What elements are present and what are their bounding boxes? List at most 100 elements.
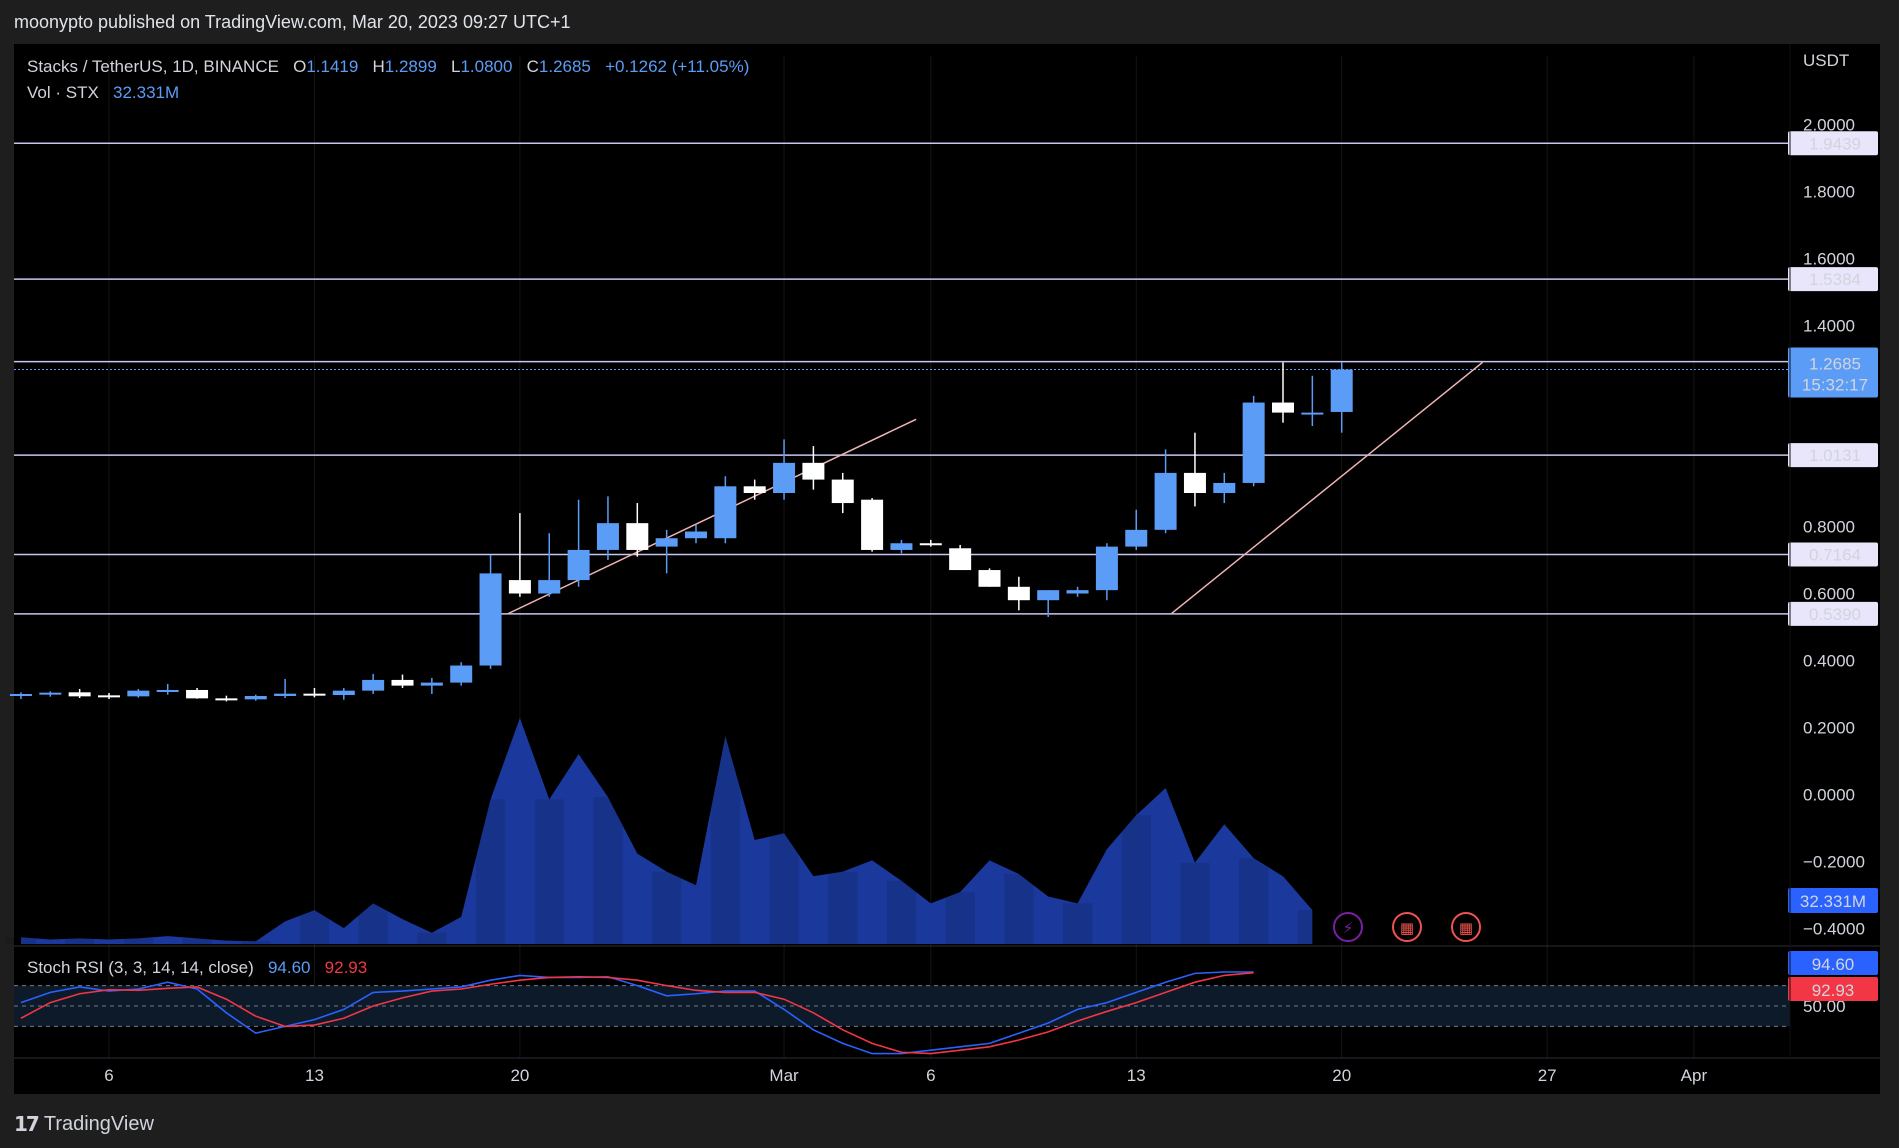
stoch-d-badge xyxy=(1788,977,1878,1001)
bearish-candle xyxy=(919,543,942,546)
volume-bar xyxy=(593,797,623,944)
level-badge xyxy=(1788,542,1878,567)
price-axis-tick: 0.4000 xyxy=(1803,652,1855,671)
bearish-candle xyxy=(186,689,209,699)
volume-bar xyxy=(475,799,506,944)
bullish-candle xyxy=(479,573,502,666)
time-axis-tick: 6 xyxy=(104,1066,113,1085)
price-axis-tick: −0.4000 xyxy=(1803,920,1865,939)
bullish-candle xyxy=(1301,412,1324,415)
level-badge-label: 1.9439 xyxy=(1809,134,1861,153)
bearish-candle xyxy=(1272,402,1294,413)
bullish-candle xyxy=(890,543,913,550)
bullish-candle xyxy=(127,690,150,697)
volume-bar xyxy=(1004,873,1034,944)
bullish-candle xyxy=(39,692,62,695)
volume-value: 32.331M xyxy=(112,83,180,102)
lightning-icon[interactable]: ⚡ xyxy=(1333,912,1363,942)
bullish-candle xyxy=(773,462,796,493)
trend-line xyxy=(1170,361,1484,615)
tradingview-logo-text: TradingView xyxy=(43,1112,154,1135)
volume-bar xyxy=(1121,815,1151,944)
stoch-d-value: 92.93 xyxy=(324,958,368,977)
bearish-candle xyxy=(802,462,825,480)
bearish-candle xyxy=(626,523,649,550)
us-flag-icon-glyph: ▦ xyxy=(1459,919,1473,937)
bearish-candle xyxy=(391,679,414,686)
bullish-candle xyxy=(1066,590,1089,594)
price-axis-tick: 1.8000 xyxy=(1803,183,1855,202)
price-axis-tick: 1.6000 xyxy=(1803,250,1855,269)
bullish-candle xyxy=(685,531,707,539)
bearish-candle xyxy=(68,692,91,697)
bearish-candle xyxy=(831,479,854,504)
bullish-candle xyxy=(655,538,678,547)
bullish-candle xyxy=(244,696,267,700)
bullish-candle xyxy=(274,693,297,697)
volume-bar xyxy=(769,833,799,944)
volume-badge xyxy=(1788,888,1878,913)
level-badge xyxy=(1788,443,1878,468)
bullish-candle xyxy=(1125,529,1148,547)
bullish-candle xyxy=(714,486,737,539)
time-axis-tick: 20 xyxy=(1332,1066,1351,1085)
volume-bar xyxy=(1180,862,1210,944)
price-axis-tick: 2.0000 xyxy=(1803,116,1855,135)
volume-bar xyxy=(123,938,154,944)
us-flag-icon-ring xyxy=(1451,912,1481,942)
ohlc-row: Stacks / TetherUS, 1D, BINANCE O1.1419 H… xyxy=(27,54,749,80)
bearish-candle xyxy=(303,693,326,696)
level-badge-label: 0.5390 xyxy=(1809,605,1861,624)
volume-label[interactable]: Vol · STX xyxy=(27,83,99,102)
level-badge xyxy=(1788,601,1878,626)
bullish-candle xyxy=(1330,369,1353,412)
low-label: L xyxy=(450,57,461,76)
volume-badge-label: 32.331M xyxy=(1800,892,1866,911)
bullish-candle xyxy=(420,682,443,686)
volume-bar xyxy=(1297,910,1328,944)
price-axis-tick: 0.0000 xyxy=(1803,786,1855,805)
stoch-d-badge-label: 92.93 xyxy=(1812,981,1855,1000)
bullish-candle xyxy=(1037,590,1060,601)
level-badge xyxy=(1788,131,1878,156)
trend-line xyxy=(507,418,917,615)
level-badge-label: 1.0131 xyxy=(1809,446,1861,465)
level-badge-label: 0.7164 xyxy=(1809,546,1861,565)
tradingview-logo[interactable]: 17 TradingView xyxy=(14,1112,154,1136)
bullish-candle xyxy=(596,523,619,550)
lightning-icon-ring xyxy=(1333,912,1363,942)
stoch-label[interactable]: Stoch RSI (3, 3, 14, 14, close) xyxy=(27,958,254,977)
bearish-candle xyxy=(1183,472,1206,493)
volume-bar xyxy=(1239,858,1269,944)
time-axis-tick: 13 xyxy=(305,1066,324,1085)
volume-bar xyxy=(6,937,36,944)
bullish-candle xyxy=(450,665,473,683)
time-axis-tick: 27 xyxy=(1538,1066,1557,1085)
time-axis-tick: Mar xyxy=(769,1066,799,1085)
volume-bar xyxy=(417,932,447,944)
price-axis-tick: 0.2000 xyxy=(1803,719,1855,738)
stoch-axis-tick: 50.00 xyxy=(1803,997,1846,1016)
high-label: H xyxy=(372,57,385,76)
us-flag-icon[interactable]: ▦ xyxy=(1392,912,1422,942)
volume-bar xyxy=(710,736,741,944)
us-flag-icon[interactable]: ▦ xyxy=(1451,912,1481,942)
volume-row: Vol · STX 32.331M xyxy=(27,80,749,106)
price-axis-tick: −0.2000 xyxy=(1803,853,1865,872)
bullish-candle xyxy=(1242,402,1265,483)
volume-area xyxy=(20,718,1313,944)
current-price-label: 1.2685 xyxy=(1809,355,1861,374)
symbol-label[interactable]: Stacks / TetherUS, 1D, BINANCE xyxy=(27,57,279,76)
low-value: 1.0800 xyxy=(460,57,513,76)
bearish-candle xyxy=(978,570,1001,587)
bearish-candle xyxy=(743,486,766,493)
stoch-d-line xyxy=(20,971,1254,1055)
change-value: +0.1262 (+11.05%) xyxy=(605,57,750,76)
stoch-k-badge xyxy=(1788,951,1878,975)
price-axis-tick: 1.4000 xyxy=(1803,317,1855,336)
bullish-candle xyxy=(332,690,355,696)
stoch-legend: Stoch RSI (3, 3, 14, 14, close) 94.60 92… xyxy=(27,958,367,978)
bullish-candle xyxy=(567,549,590,581)
volume-bar xyxy=(828,871,858,944)
